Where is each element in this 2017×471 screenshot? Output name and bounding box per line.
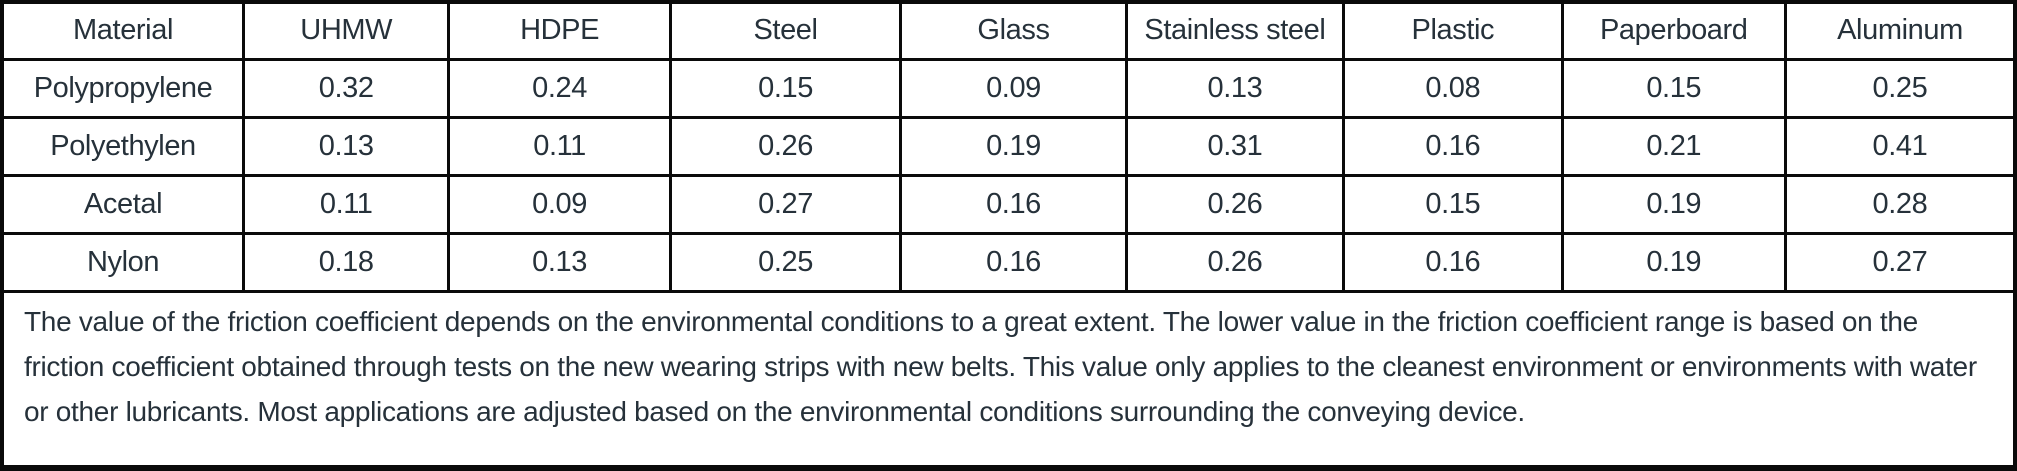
footnote-text: The value of the friction coefficient de…: [0, 289, 2017, 469]
value-cell: 0.09: [447, 173, 672, 235]
value-cell: 0.13: [1124, 57, 1346, 119]
value-cell: 0.32: [242, 57, 451, 119]
table-row-polypropylene: Polypropylene 0.32 0.24 0.15 0.09 0.13 0…: [0, 57, 2017, 119]
row-label-acetal: Acetal: [0, 173, 246, 235]
value-cell: 0.16: [1342, 231, 1564, 293]
value-cell: 0.16: [899, 231, 1128, 293]
value-cell: 0.25: [1783, 57, 2017, 119]
value-cell: 0.26: [1124, 173, 1346, 235]
value-cell: 0.15: [1342, 173, 1564, 235]
row-label-polypropylene: Polypropylene: [0, 57, 246, 119]
value-cell: 0.31: [1124, 115, 1346, 177]
value-cell: 0.41: [1783, 115, 2017, 177]
row-label-polyethylen: Polyethylen: [0, 115, 246, 177]
value-cell: 0.28: [1783, 173, 2017, 235]
column-header-paperboard: Paperboard: [1560, 0, 1787, 61]
column-header-stainless-steel: Stainless steel: [1124, 0, 1346, 61]
table-row-nylon: Nylon 0.18 0.13 0.25 0.16 0.26 0.16 0.19…: [0, 231, 2017, 293]
column-header-material: Material: [0, 0, 246, 61]
footnote-row: The value of the friction coefficient de…: [0, 289, 2017, 469]
value-cell: 0.18: [242, 231, 451, 293]
value-cell: 0.19: [899, 115, 1128, 177]
table-row-acetal: Acetal 0.11 0.09 0.27 0.16 0.26 0.15 0.1…: [0, 173, 2017, 235]
value-cell: 0.11: [447, 115, 672, 177]
row-label-nylon: Nylon: [0, 231, 246, 293]
value-cell: 0.16: [1342, 115, 1564, 177]
value-cell: 0.27: [668, 173, 903, 235]
header-row: Material UHMW HDPE Steel Glass Stainless…: [0, 0, 2017, 61]
table-row-polyethylen: Polyethylen 0.13 0.11 0.26 0.19 0.31 0.1…: [0, 115, 2017, 177]
column-header-aluminum: Aluminum: [1783, 0, 2017, 61]
value-cell: 0.19: [1560, 173, 1787, 235]
value-cell: 0.15: [668, 57, 903, 119]
column-header-hdpe: HDPE: [447, 0, 672, 61]
column-header-uhmw: UHMW: [242, 0, 451, 61]
column-header-glass: Glass: [899, 0, 1128, 61]
value-cell: 0.16: [899, 173, 1128, 235]
value-cell: 0.19: [1560, 231, 1787, 293]
value-cell: 0.13: [242, 115, 451, 177]
value-cell: 0.13: [447, 231, 672, 293]
value-cell: 0.08: [1342, 57, 1564, 119]
value-cell: 0.27: [1783, 231, 2017, 293]
value-cell: 0.15: [1560, 57, 1787, 119]
column-header-steel: Steel: [668, 0, 903, 61]
column-header-plastic: Plastic: [1342, 0, 1564, 61]
value-cell: 0.09: [899, 57, 1128, 119]
value-cell: 0.26: [668, 115, 903, 177]
value-cell: 0.26: [1124, 231, 1346, 293]
value-cell: 0.25: [668, 231, 903, 293]
value-cell: 0.11: [242, 173, 451, 235]
value-cell: 0.21: [1560, 115, 1787, 177]
value-cell: 0.24: [447, 57, 672, 119]
